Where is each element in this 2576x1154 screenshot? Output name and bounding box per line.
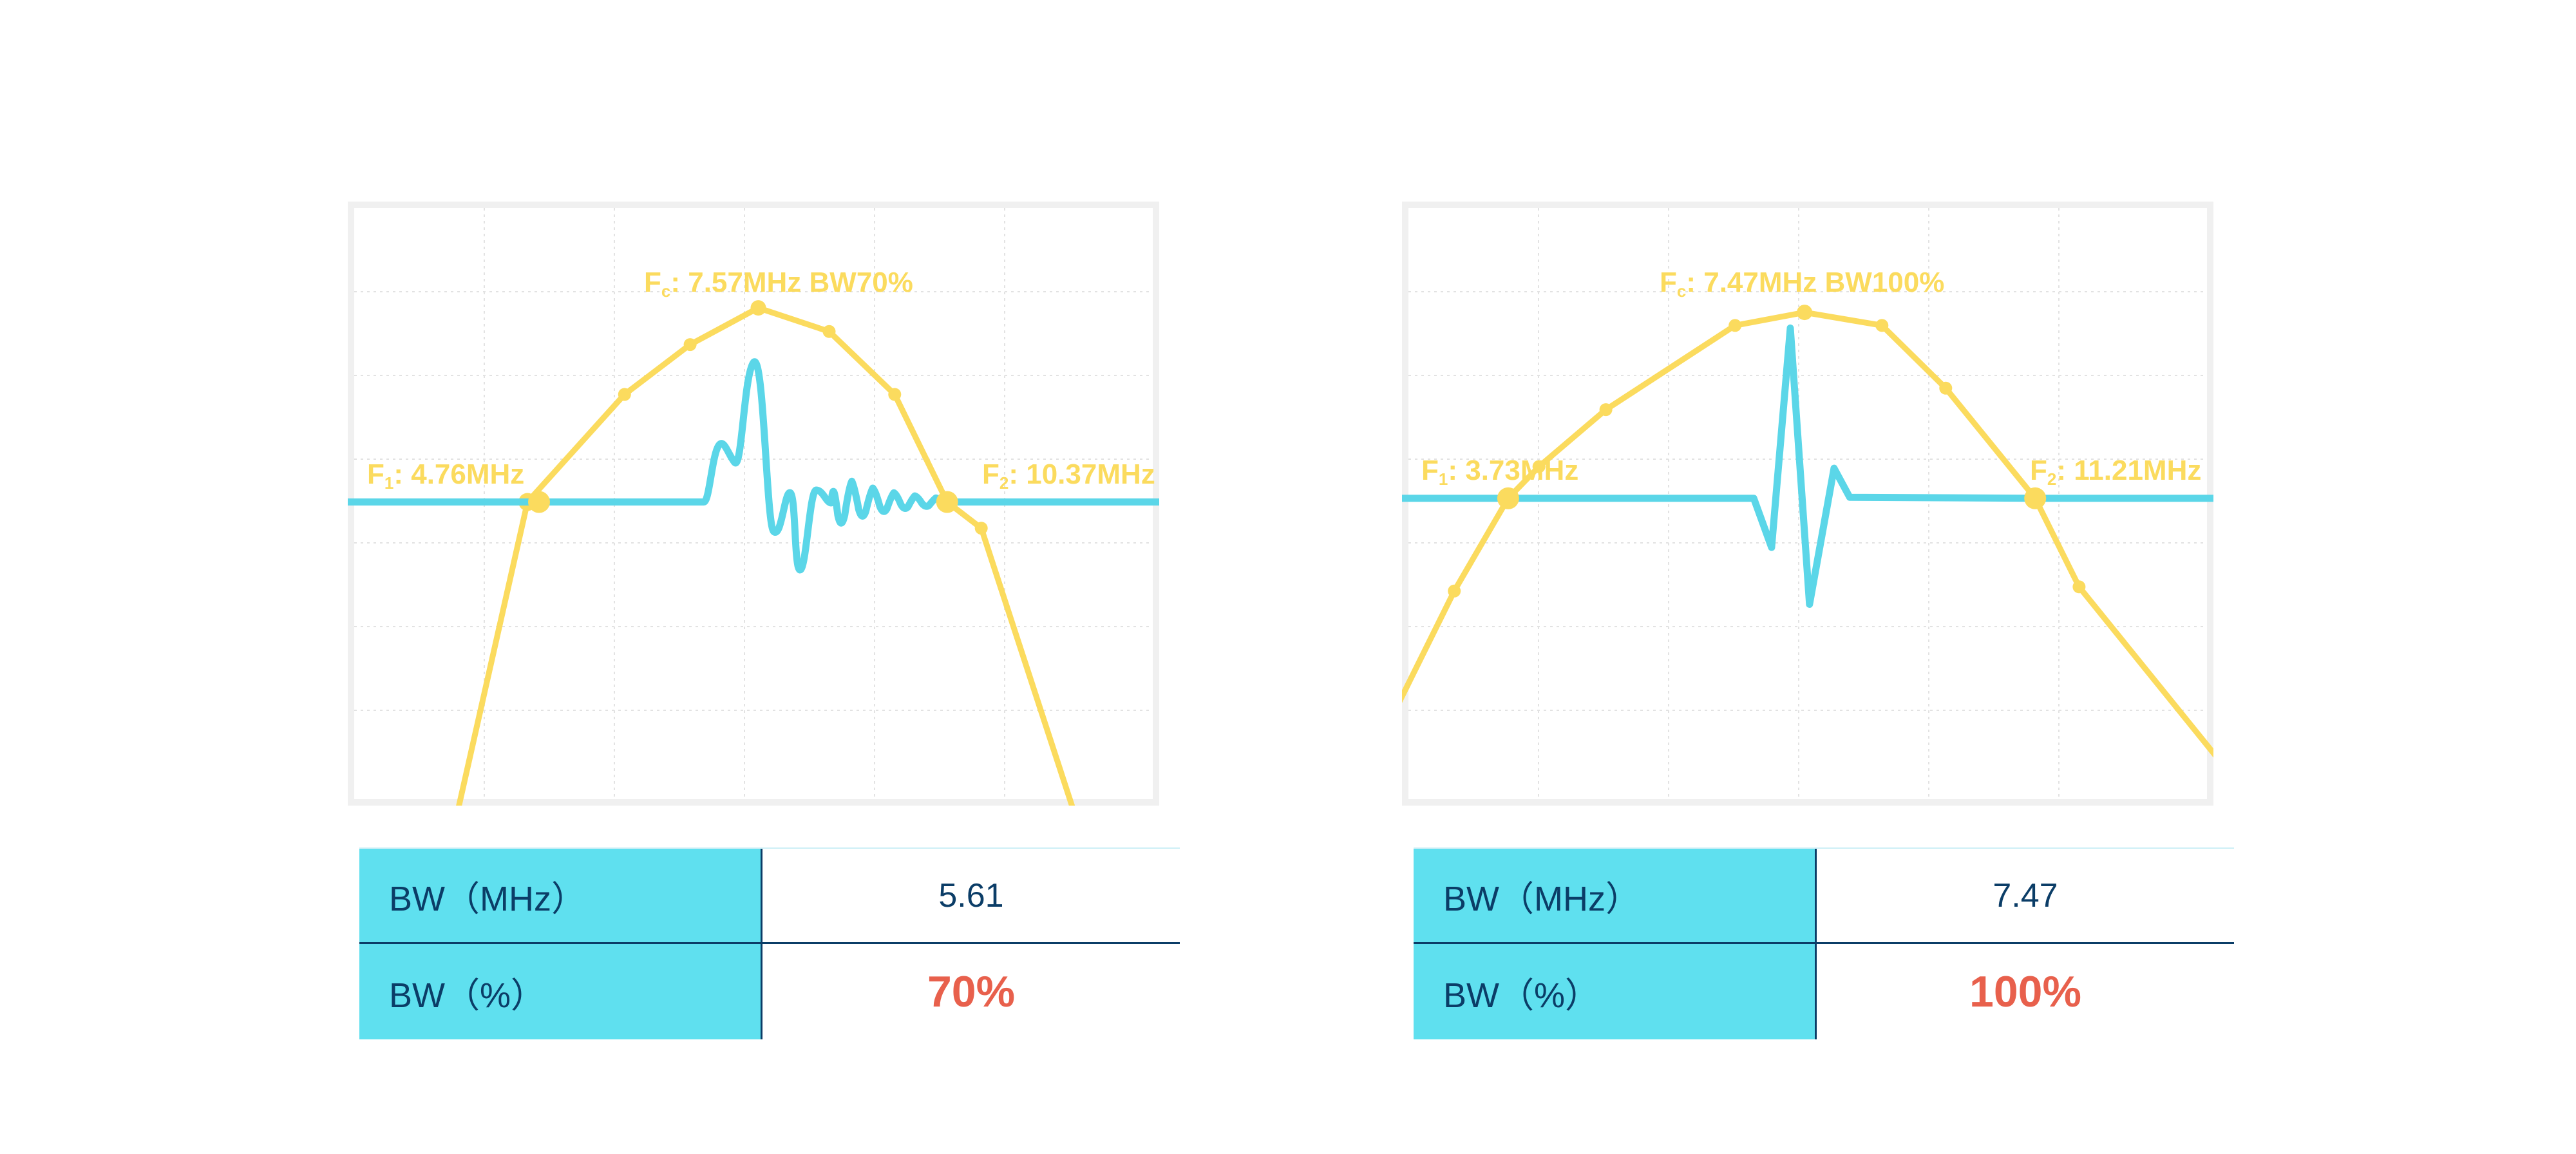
svg-text:F2: 11.21MHz: F2: 11.21MHz <box>2030 455 2201 489</box>
svg-text:F2: 10.37MHz: F2: 10.37MHz <box>982 459 1155 493</box>
svg-text:F1: 4.76MHz: F1: 4.76MHz <box>367 459 524 493</box>
svg-text:Fc: 7.47MHz BW100%: Fc: 7.47MHz BW100% <box>1660 267 1944 301</box>
svg-text:F1: 3.73MHz: F1: 3.73MHz <box>1421 455 1578 489</box>
svg-text:Fc: 7.57MHz BW70%: Fc: 7.57MHz BW70% <box>644 267 913 301</box>
